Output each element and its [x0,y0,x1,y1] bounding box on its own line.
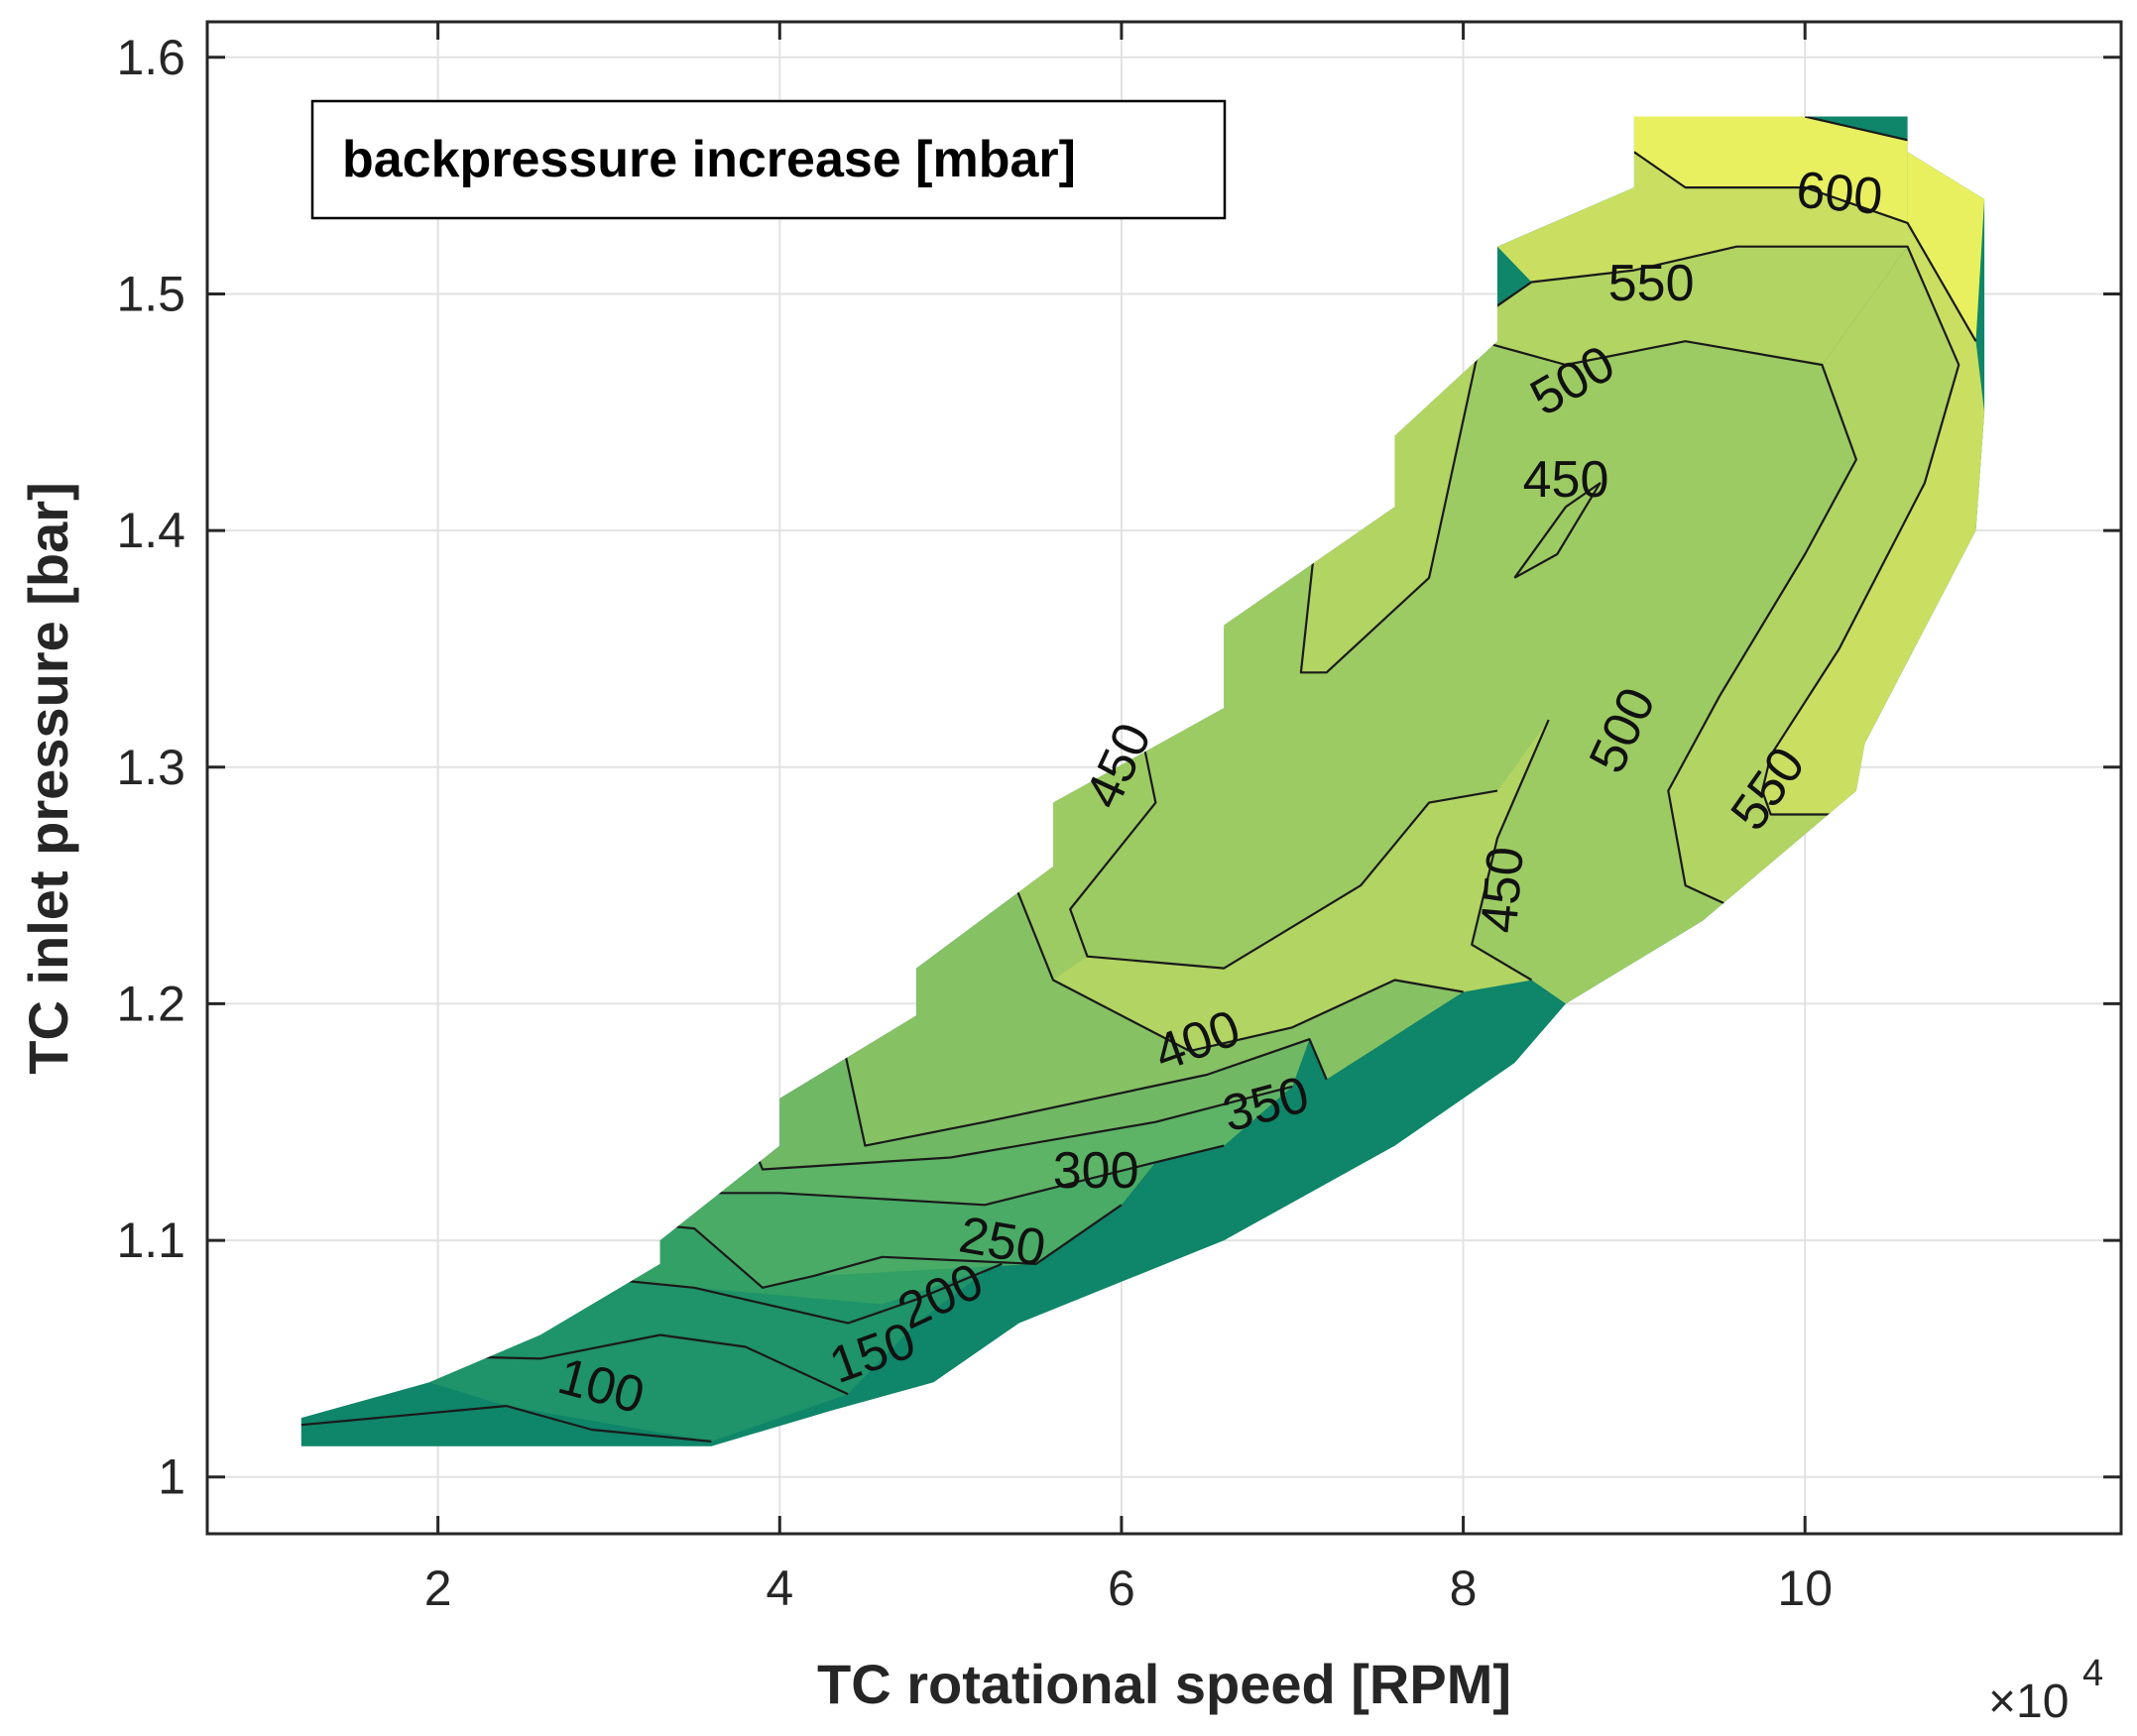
contour-line-13 [1804,116,1908,142]
y-tick-label-1: 1.1 [116,1213,185,1268]
x-exponent-base: ×10 [1988,1676,2069,1728]
y-tick-label-6: 1.6 [116,30,185,85]
contour-fill-c450-15 [1514,483,1601,578]
contour-line-0 [300,1404,712,1443]
y-tick-label-3: 1.3 [116,740,185,795]
contour-label-450-8: 450 [1471,845,1535,935]
contour-line-7 [966,766,1464,1053]
y-tick-label-4: 1.4 [116,503,185,558]
y-tick-label-0: 1 [158,1449,185,1505]
x-tick-label-1: 4 [766,1561,793,1616]
x-axis-ticks: 2 4 6 8 10 [424,22,1833,1616]
contour-line-8 [1069,719,1498,970]
x-tick-label-4: 10 [1777,1561,1833,1616]
y-axis-ticks: 1 1.1 1.2 1.3 1.4 1.5 1.6 [116,30,2121,1505]
y-tick-label-5: 1.5 [116,266,185,321]
contour-fill-c450-7 [1070,341,1856,1004]
x-axis-label: TC rotational speed [RPM] [817,1653,1511,1715]
contour-fill-c550-12 [1497,152,1985,815]
contour-line-12 [1633,151,1977,342]
legend-text: backpressure increase [mbar] [342,131,1076,188]
x-tick-label-3: 8 [1450,1561,1478,1616]
contour-fill-c600-14 [1907,152,1985,342]
x-tick-label-0: 2 [424,1561,452,1616]
contour-line-9 [1471,719,1550,982]
contour-fill-c300-3 [609,1003,1293,1206]
y-axis-label: TC inlet pressure [bar] [17,482,79,1074]
contour-line-11 [1480,245,1960,816]
legend-frame [310,99,1227,220]
contour-label-300-4: 300 [1053,1142,1139,1200]
contour-fill-c500-8 [1053,720,1549,1052]
x-axis-exponent: ×10 4 [1988,1653,2103,1728]
contour-label-550-12: 550 [1608,255,1695,312]
contour-fill-c250-2 [506,1086,1156,1288]
contour-fill-c350-4 [694,909,1310,1170]
contour-line-6 [812,908,1328,1147]
contour-fill-c600-13 [1633,116,1908,223]
contour-fills [300,116,1985,1447]
contour-label-450-9: 450 [1523,451,1609,509]
contour-fill-c150-0 [352,1256,1003,1442]
contour-line-10 [1299,340,1858,911]
contour-label-600-14: 600 [1794,162,1884,226]
legend-box: backpressure increase [mbar] [310,99,1227,220]
y-tick-label-2: 1.2 [116,976,185,1031]
plot-frame [205,20,2123,1536]
contour-fill-bands [352,116,1985,1442]
x-tick-label-2: 6 [1108,1561,1135,1616]
contour-fill-c500-10 [1668,246,1959,909]
contour-line-14 [1513,482,1602,579]
x-exponent-power: 4 [2082,1653,2103,1694]
